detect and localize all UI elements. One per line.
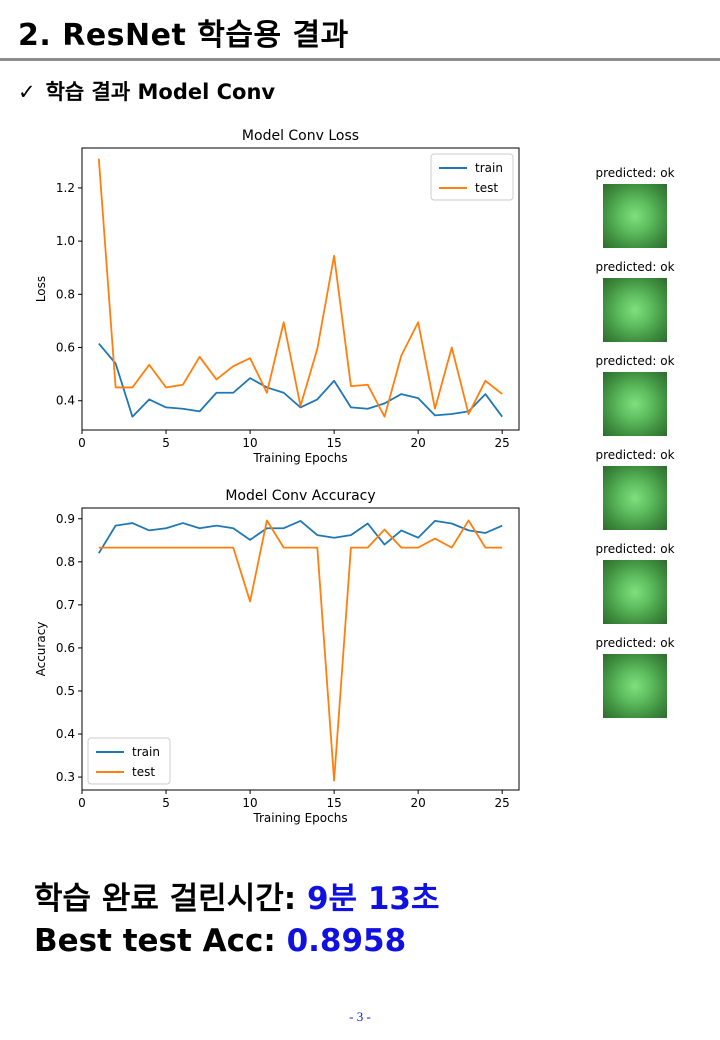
prediction-item: predicted: ok [590,166,685,260]
y-tick-label: 0.8 [56,555,75,569]
x-axis-label: Training Epochs [252,451,347,465]
series-line-test [98,519,503,782]
accuracy-chart: Model Conv Accuracy 0 5 10 15 20 25 0.3 0.4 0.5 0.… [34,488,520,825]
page-number: - 3 - [349,1009,371,1024]
training-time-value: 9분 13초 [306,881,440,917]
prediction-label: predicted: ok [595,260,675,274]
x-tick-label: 0 [78,796,86,810]
chart-title: Model Conv Loss [242,128,359,144]
y-tick-label: 0.5 [56,684,75,698]
prediction-item: predicted: ok [590,636,685,730]
plot-frame [81,507,520,791]
x-axis-label: Training Epochs [252,811,347,825]
x-tick-label: 0 [78,436,86,450]
x-tick-label: 25 [495,796,510,810]
page-title: 2. ResNet 학습용 결과 [18,18,349,53]
y-tick-label: 0.6 [56,341,75,355]
prediction-label: predicted: ok [595,166,675,180]
section-subtitle-text: 학습 결과 Model Conv [45,80,276,104]
y-tick-label: 0.4 [56,727,75,741]
y-axis-label: Accuracy [34,622,48,677]
x-tick-label: 10 [242,796,257,810]
title-divider [0,58,720,61]
x-tick-label: 10 [242,436,257,450]
training-time-label: 학습 완료 걸린시간: [34,881,307,917]
best-acc-value: 0.8958 [286,923,407,959]
prediction-image [603,278,667,342]
best-acc-line: Best test Acc: 0.8958 [34,920,439,962]
prediction-panel: predicted: ok predicted: ok predicted: o… [590,166,685,730]
prediction-item: predicted: ok [590,354,685,448]
x-tick-label: 20 [411,796,426,810]
series-line-test [97,158,503,418]
prediction-label: predicted: ok [595,636,675,650]
training-time-line: 학습 완료 걸린시간: 9분 13초 [34,878,439,920]
y-tick-label: 0.3 [56,770,75,784]
prediction-label: predicted: ok [595,354,675,368]
prediction-label: predicted: ok [595,542,675,556]
legend-label-test: test [132,765,155,779]
x-tick-label: 5 [162,796,170,810]
y-tick-label: 0.6 [56,641,75,655]
prediction-image [603,184,667,248]
y-axis-label: Loss [34,276,48,302]
legend-label-test: test [475,181,498,195]
y-tick-label: 0.4 [56,394,75,408]
chart-title: Model Conv Accuracy [225,488,375,504]
check-icon: ✓ [18,80,36,104]
legend-label-train: train [132,745,160,759]
x-tick-label: 20 [411,436,426,450]
section-subtitle: ✓ 학습 결과 Model Conv [18,76,275,106]
prediction-item: predicted: ok [590,542,685,636]
prediction-label: predicted: ok [595,448,675,462]
prediction-image [603,560,667,624]
y-tick-label: 0.8 [56,287,75,301]
x-tick-label: 15 [326,436,341,450]
prediction-item: predicted: ok [590,260,685,354]
series-line-train [98,520,503,554]
best-acc-label: Best test Acc: [34,923,287,959]
prediction-item: predicted: ok [590,448,685,542]
y-tick-label: 1.2 [56,181,75,195]
prediction-image [603,372,667,436]
x-tick-label: 15 [326,796,341,810]
prediction-image [603,466,667,530]
series-line-train [98,342,503,418]
legend-label-train: train [475,161,503,175]
x-tick-label: 25 [495,436,510,450]
y-tick-label: 0.9 [56,512,75,526]
y-tick-label: 0.7 [56,598,75,612]
prediction-image [603,654,667,718]
plot-frame [81,147,520,431]
y-tick-label: 1.0 [56,234,75,248]
loss-chart: Model Conv Loss 0 5 10 15 20 25 0.4 0.6 0.8 1.0 1.2… [34,128,520,465]
training-summary: 학습 완료 걸린시간: 9분 13초 Best test Acc: 0.8958 [34,878,439,962]
x-tick-label: 5 [162,436,170,450]
